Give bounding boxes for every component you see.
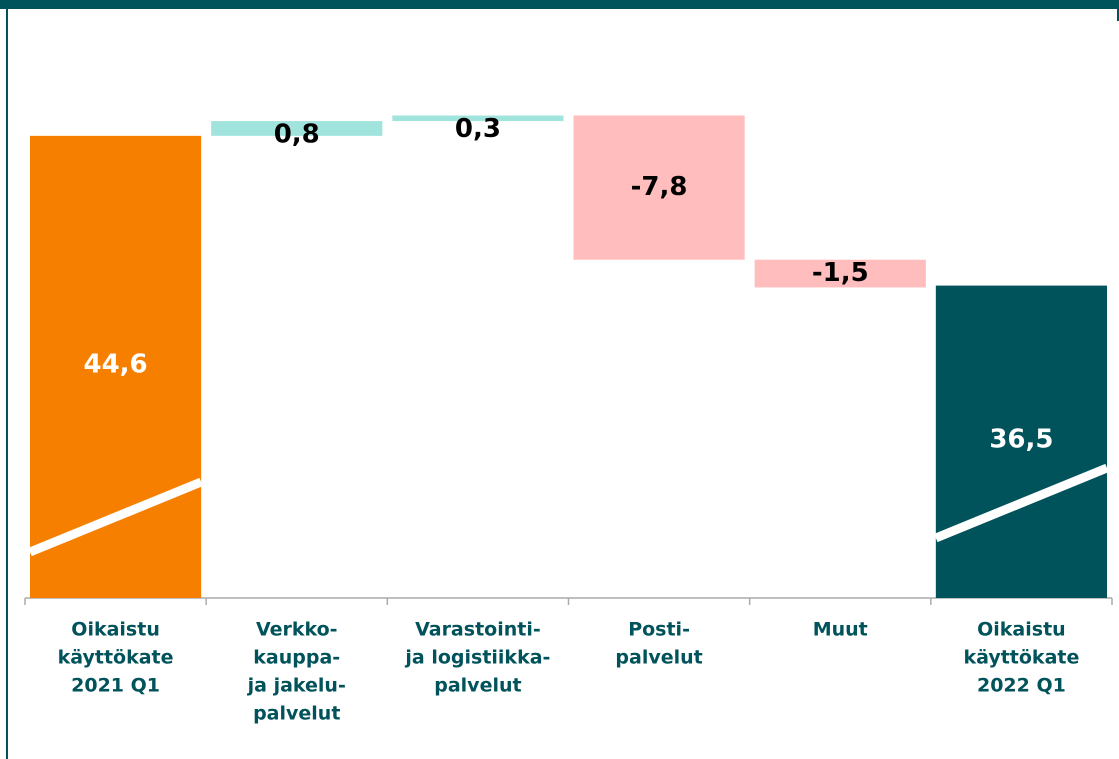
value-label: -1,5 (812, 258, 869, 288)
x-tick-label: kauppa- (253, 647, 340, 669)
x-tick-label: Verkko- (256, 619, 338, 641)
x-tick-label: Posti- (628, 619, 690, 641)
bar (754, 259, 926, 288)
bar (573, 115, 745, 260)
axis-break (28, 477, 203, 557)
value-label: 0,8 (274, 120, 320, 150)
bar (935, 285, 1107, 598)
value-label: -7,8 (631, 172, 688, 202)
x-tick-label: 2022 Q1 (977, 675, 1066, 697)
value-label: 44,6 (84, 350, 148, 380)
x-tick-label: 2021 Q1 (71, 675, 160, 697)
value-label: 0,3 (455, 114, 501, 144)
x-tick-label: käyttökate (963, 647, 1079, 669)
left-border (6, 9, 8, 759)
x-tick-label: palvelut (253, 703, 340, 725)
x-tick-label: palvelut (434, 675, 521, 697)
axis-break (934, 463, 1109, 543)
top-band (0, 0, 1119, 9)
x-tick-label: ja logistiikka- (404, 647, 550, 669)
x-tick-label: palvelut (615, 647, 702, 669)
x-tick-label: Muut (813, 619, 868, 641)
value-label: 36,5 (989, 425, 1053, 455)
x-tick-label: Varastointi- (415, 619, 541, 641)
bar (211, 121, 383, 136)
x-tick-label: Oikaistu (977, 619, 1066, 641)
right-border (1117, 9, 1119, 21)
x-tick-label: käyttökate (58, 647, 174, 669)
x-tick-label: ja jakelu- (247, 675, 346, 697)
bar (392, 115, 564, 122)
x-tick-label: Oikaistu (71, 619, 160, 641)
